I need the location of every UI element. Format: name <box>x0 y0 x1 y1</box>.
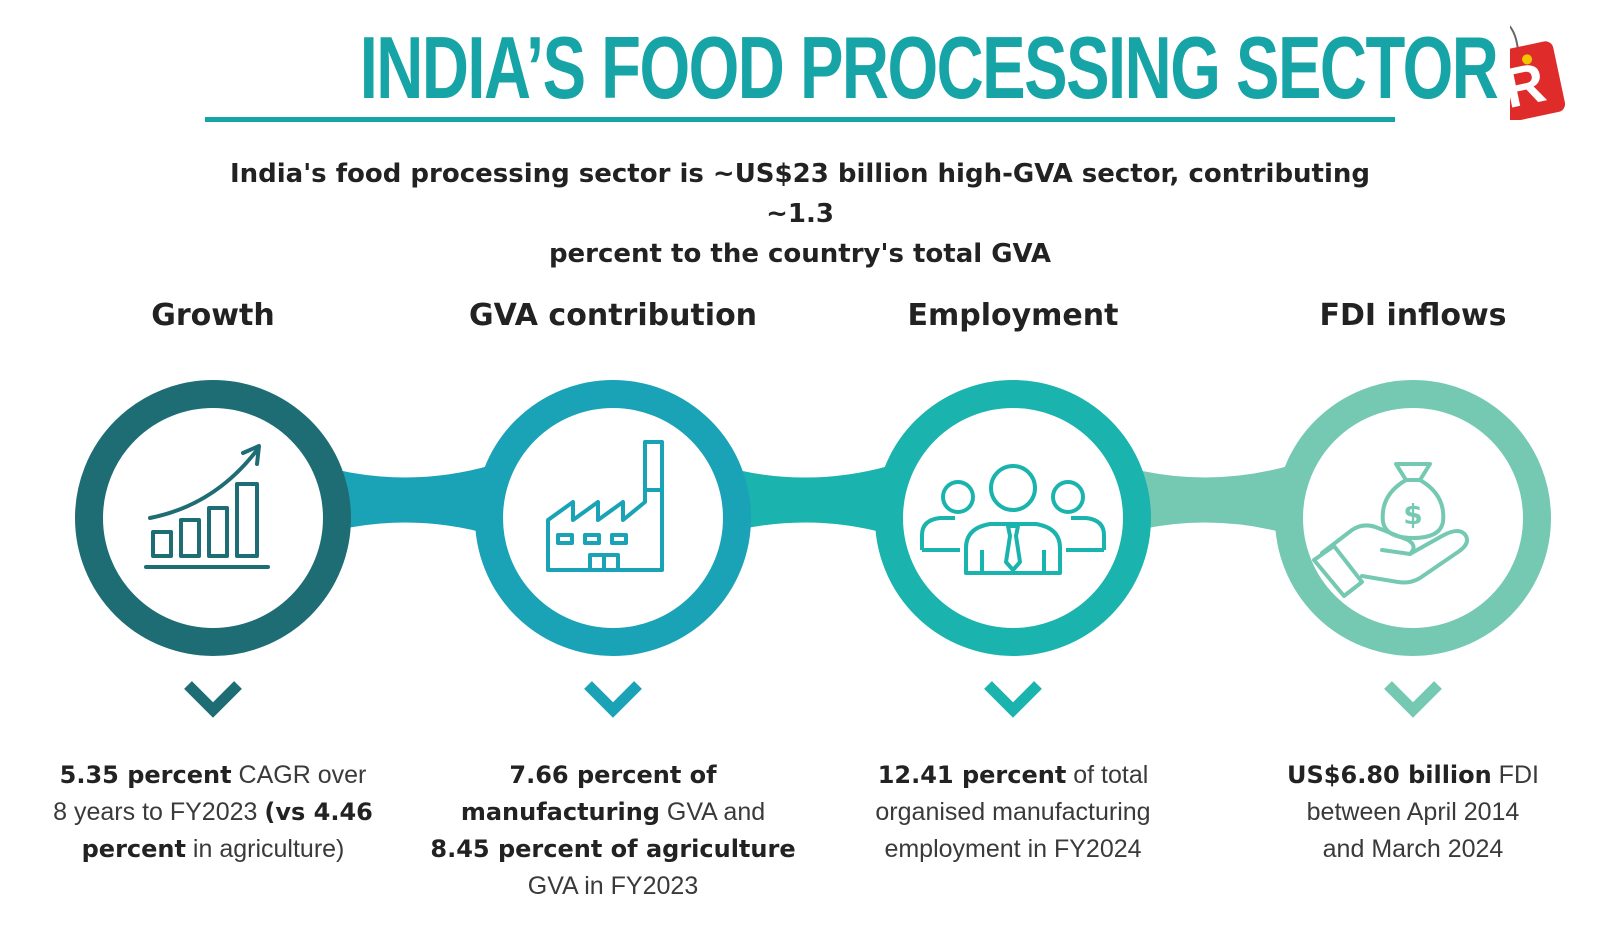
desc-bold-text: manufacturing <box>460 798 660 826</box>
chevron-down-icon <box>584 681 642 718</box>
desc-text: and March 2024 <box>1322 835 1504 863</box>
desc-gva-contribution: 7.66 percent of manufacturing GVA and 8.45… <box>413 757 813 905</box>
heading-fdi-inflows: FDI inflows <box>1319 298 1507 333</box>
connector-3-4 <box>1118 465 1292 535</box>
desc-text: GVA in FY2023 <box>527 872 699 900</box>
money-bag-hand-icon: $ <box>1312 462 1469 598</box>
growth-chart-icon <box>144 444 270 569</box>
factory-icon <box>546 440 664 572</box>
desc-bold-text: 12.41 percent <box>877 761 1067 789</box>
subtitle-line-2: percent to the country's total GVA <box>548 239 1052 269</box>
connector-1-2 <box>318 465 492 535</box>
subtitle: India's food processing sector is ~US$23… <box>200 154 1400 274</box>
ring-employment <box>875 380 1151 656</box>
desc-text: between April 2014 <box>1306 798 1520 826</box>
people-group-icon <box>920 464 1106 575</box>
desc-text: of total <box>1066 761 1149 789</box>
heading-employment: Employment <box>907 298 1119 333</box>
desc-text: organised manufacturing <box>875 798 1151 826</box>
desc-growth: 5.35 percent CAGR over 8 years to FY2023 … <box>13 757 413 868</box>
chevron-down-icon <box>984 681 1042 718</box>
desc-text: employment in FY2024 <box>884 835 1142 863</box>
desc-bold-text: 5.35 percent <box>59 761 232 789</box>
ring-gva-contribution <box>475 380 751 656</box>
desc-bold-text: 7.66 percent of <box>509 761 717 789</box>
desc-bold-text: percent <box>81 835 186 863</box>
pillars-graphic: $ <box>75 380 1551 718</box>
desc-text: FDI <box>1491 761 1539 789</box>
connector-2-3 <box>718 465 892 535</box>
desc-fdi-inflows: US$6.80 billion FDI between April 2014 and… <box>1213 757 1600 868</box>
desc-bold-text: US$6.80 billion <box>1287 761 1492 789</box>
desc-bold-text: (vs 4.46 <box>264 798 373 826</box>
desc-text: GVA and <box>659 798 766 826</box>
ring-fdi-inflows <box>1275 380 1551 656</box>
desc-text: in agriculture) <box>185 835 345 863</box>
desc-text: 8 years to FY2023 <box>53 798 265 826</box>
page-title: INDIA’S FOOD PROCESSING SECTOR <box>359 18 1499 117</box>
desc-employment: 12.41 percent of total organised manufact… <box>813 757 1213 868</box>
title-underline <box>205 117 1395 122</box>
ring-growth <box>75 380 351 656</box>
chevron-down-icon <box>1384 681 1442 718</box>
logo-tag-icon: R <box>1510 25 1566 120</box>
heading-growth: Growth <box>151 298 275 333</box>
desc-bold-text: 8.45 percent of agriculture <box>430 835 796 863</box>
heading-gva-contribution: GVA contribution <box>468 298 758 333</box>
desc-text: CAGR over <box>231 761 367 789</box>
chevron-down-icon <box>184 681 242 718</box>
subtitle-line-1: India's food processing sector is ~US$23… <box>229 159 1371 229</box>
svg-text:$: $ <box>1403 498 1422 531</box>
